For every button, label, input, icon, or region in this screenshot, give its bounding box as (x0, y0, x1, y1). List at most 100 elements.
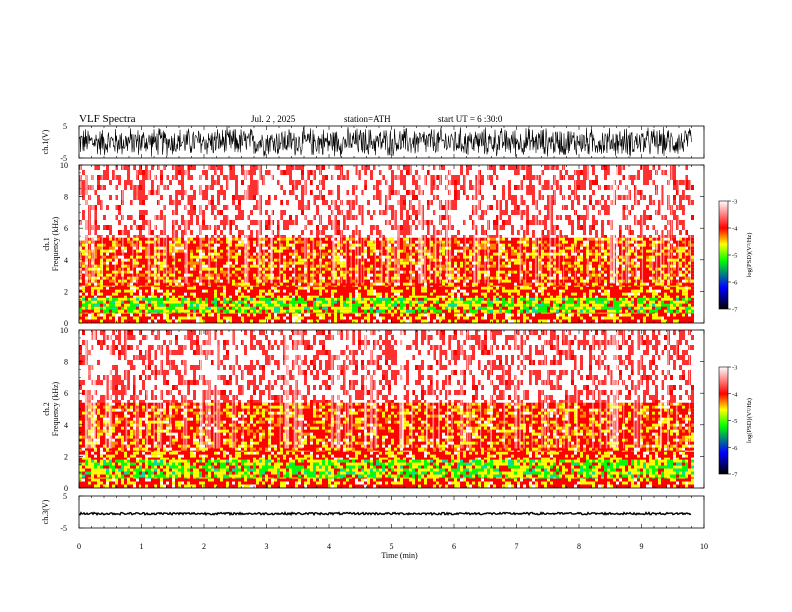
spectrogram-cell (178, 301, 181, 304)
spectrogram-cell (106, 283, 109, 286)
spectrogram-cell (106, 310, 109, 313)
spectrogram-cell (235, 165, 238, 170)
spectrogram-cell (265, 296, 268, 298)
spectrogram-cell (169, 253, 172, 256)
spectrogram-cell (277, 298, 280, 301)
spectrogram-cell (250, 286, 253, 287)
spectrogram-cell (106, 253, 109, 256)
spectrogram-cell (214, 287, 217, 290)
spectrogram-cell (160, 175, 163, 180)
spectrogram-cell (337, 180, 340, 185)
spectrogram-cell (349, 301, 352, 304)
spectrogram-cell (265, 195, 268, 200)
spectrogram-cell (220, 259, 223, 262)
spectrogram-cell (370, 307, 373, 310)
spectrogram-cell (379, 301, 382, 304)
spectrogram-cell (322, 271, 325, 274)
spectrogram-cell (322, 250, 325, 253)
spectrogram-cell (127, 220, 130, 225)
spectrogram-cell (289, 170, 292, 175)
spectrogram-cell (370, 220, 373, 225)
spectrogram-cell (265, 235, 268, 238)
spectrogram-cell (145, 170, 148, 175)
spectrogram-cell (361, 317, 364, 320)
spectrogram-cell (193, 298, 196, 301)
spectrogram-cell (205, 190, 208, 195)
spectrogram-cell (298, 210, 301, 215)
spectrogram-cell (205, 175, 208, 180)
spectrogram-cell (397, 298, 400, 301)
spectrogram-cell (118, 290, 121, 293)
y-tick-label: 5 (63, 122, 67, 131)
spectrogram-cell (355, 293, 358, 296)
spectrogram-cell (238, 244, 241, 247)
spectrogram-cell (250, 313, 253, 314)
spectrogram-cell (220, 296, 223, 298)
spectrogram-cell (394, 296, 397, 298)
spectrogram-cell (151, 280, 154, 283)
spectrogram-cell (331, 320, 334, 323)
spectrogram-cell (241, 283, 244, 286)
spectrogram-cell (91, 290, 94, 293)
spectrogram-cell (352, 287, 355, 290)
spectrogram-cell (124, 290, 127, 293)
spectrogram-cell (124, 235, 127, 238)
spectrogram-cell (181, 241, 184, 244)
spectrogram-cell (391, 244, 394, 247)
spectrogram-cell (220, 235, 223, 238)
spectrogram-cell (268, 307, 271, 310)
spectrogram-cell (337, 313, 340, 314)
spectrogram-cell (241, 265, 244, 268)
spectrogram-cell (211, 290, 214, 293)
spectrogram-cell (328, 287, 331, 290)
spectrogram-cell (349, 286, 352, 287)
spectrogram-cell (223, 314, 226, 317)
spectrogram-cell (97, 268, 100, 271)
spectrogram-cell (166, 317, 169, 320)
spectrogram-cell (370, 190, 373, 195)
spectrogram-cell (304, 307, 307, 310)
spectrogram-cell (310, 286, 313, 287)
spectrogram-cell (133, 256, 136, 259)
spectrogram-cell (328, 195, 331, 200)
spectrogram-cell (265, 313, 268, 314)
spectrogram-cell (142, 244, 145, 247)
spectrogram-cell (370, 268, 373, 271)
spectrogram-cell (151, 298, 154, 301)
spectrogram-cell (391, 230, 394, 235)
spectrogram-cell (328, 180, 331, 185)
spectrogram-cell (232, 277, 235, 280)
spectrogram-cell (298, 247, 301, 250)
spectrogram-cell (175, 262, 178, 265)
spectrogram-cell (127, 241, 130, 244)
spectrogram-cell (151, 165, 154, 170)
spectrogram-cell (229, 313, 232, 314)
spectrogram-cell (256, 287, 259, 290)
spectrogram-cell (235, 210, 238, 215)
spectrogram-cell (385, 317, 388, 320)
spectrogram-cell (169, 205, 172, 210)
spectrogram-cell (289, 280, 292, 283)
spectrogram-cell (202, 244, 205, 247)
spectrogram-cell (274, 290, 277, 293)
spectrogram-cell (145, 253, 148, 256)
spectrogram-cell (139, 235, 142, 238)
spectrogram-cell (193, 262, 196, 265)
spectrogram-cell (109, 259, 112, 262)
spectrogram-cell (208, 298, 211, 301)
spectrogram-cell (124, 296, 127, 298)
spectrogram-cell (232, 280, 235, 283)
spectrogram-cell (298, 268, 301, 271)
spectrogram-cell (118, 265, 121, 268)
spectrogram-cell (358, 313, 361, 314)
spectrogram-cell (181, 320, 184, 323)
spectrogram-cell (127, 195, 130, 200)
spectrogram-cell (241, 287, 244, 290)
spectrogram-cell (250, 317, 253, 320)
spectrogram-cell (127, 230, 130, 235)
spectrogram-cell (361, 290, 364, 293)
spectrogram-cell (328, 268, 331, 271)
spectrogram-cell (328, 290, 331, 293)
spectrogram-cell (127, 317, 130, 320)
spectrogram-cell (265, 190, 268, 195)
